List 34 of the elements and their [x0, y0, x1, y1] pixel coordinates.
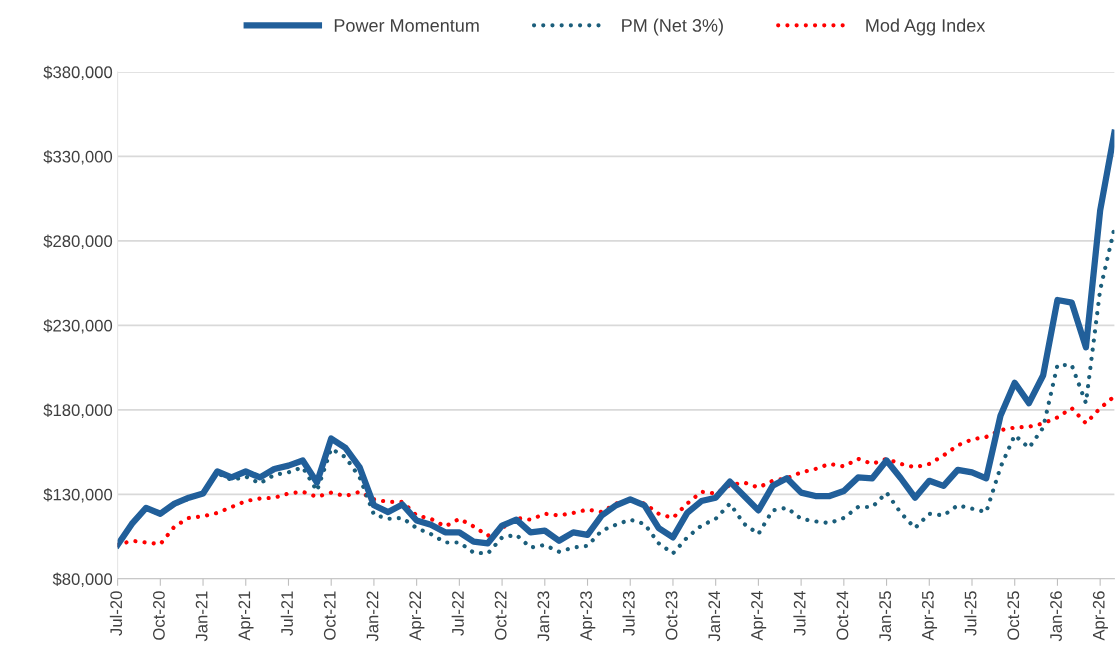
x-tick-label: Oct-25 — [1007, 591, 1020, 640]
x-tick-label: Jan-21 — [195, 591, 208, 642]
x-tick-label: Oct-22 — [494, 591, 507, 640]
x-tick-label: Apr-23 — [580, 591, 596, 641]
x-tick-label: Jul-24 — [793, 591, 806, 636]
x-tick-label: Oct-21 — [323, 591, 336, 640]
x-tick-label: Apr-21 — [238, 591, 254, 641]
y-tick-label: $130,000 — [43, 488, 113, 503]
x-tick-label: Jul-20 — [109, 591, 123, 636]
x-tick-label: Jul-25 — [964, 591, 977, 636]
y-tick-label: $230,000 — [43, 319, 113, 334]
y-tick-label: $180,000 — [43, 403, 113, 419]
x-tick-label: Apr-26 — [1092, 591, 1108, 641]
x-tick-label: Oct-24 — [836, 591, 849, 640]
y-tick-label: $380,000 — [43, 65, 113, 81]
x-tick-label: Jul-23 — [622, 591, 635, 636]
x-tick-label: Jan-23 — [537, 591, 550, 642]
x-tick-label: Jul-21 — [280, 591, 293, 636]
legend-label: Power Momentum — [334, 19, 479, 32]
y-tick-label: $80,000 — [52, 572, 113, 587]
y-tick-label: $280,000 — [43, 234, 113, 250]
x-tick-label: Jan-22 — [366, 591, 379, 642]
x-tick-label: Jan-25 — [879, 591, 892, 642]
y-tick-label: $330,000 — [43, 150, 113, 165]
x-tick-label: Apr-25 — [921, 591, 938, 641]
x-tick-label: Jul-22 — [451, 591, 464, 636]
x-tick-label: Oct-20 — [152, 591, 165, 640]
legend-label: Mod Agg Index — [866, 18, 986, 36]
x-tick-label: Jan-26 — [1050, 591, 1062, 642]
legend-label: PM (Net 3%) — [622, 18, 723, 36]
x-tick-label: Apr-24 — [751, 591, 767, 641]
x-tick-label: Apr-22 — [409, 591, 425, 641]
x-tick-label: Jan-24 — [708, 591, 721, 642]
x-tick-label: Oct-23 — [665, 591, 678, 640]
